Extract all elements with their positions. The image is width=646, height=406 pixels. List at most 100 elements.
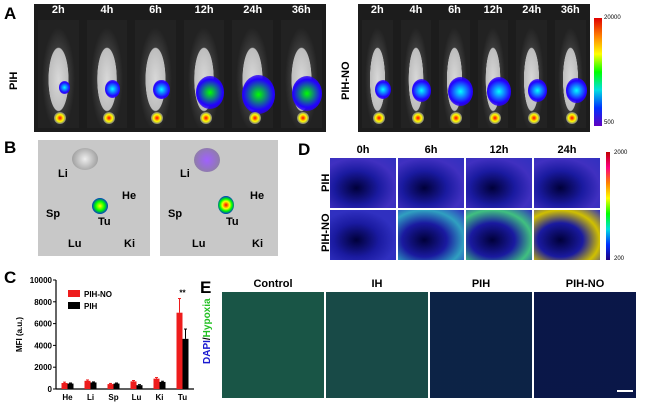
- bar-pih-no-he: [61, 383, 68, 389]
- panel-b-label: B: [4, 138, 17, 157]
- timepoint-label: 24h: [522, 4, 542, 16]
- x-tick-label: Lu: [132, 393, 142, 402]
- panel-e-ylabel: DAPI/Hypoxia: [202, 298, 213, 364]
- bar-pih-sp: [113, 383, 120, 389]
- pih-no-d-label: PIH-NO: [320, 213, 332, 253]
- legend-swatch: [68, 290, 80, 297]
- organ-image-pih-no: Li He Sp Tu Lu Ki: [160, 140, 278, 256]
- x-tick-label: Li: [87, 393, 94, 402]
- fluorescence-image: [398, 210, 464, 260]
- fluorescence-image: [330, 158, 396, 208]
- legend-label: PIH: [84, 302, 98, 311]
- mouse-image: [135, 20, 176, 128]
- d-timepoint-label: 24h: [557, 144, 577, 156]
- timepoint-label: 6h: [149, 4, 162, 16]
- organ-label: Ki: [252, 238, 263, 250]
- dapi-label: DAPI: [202, 340, 213, 364]
- fluorescence-image: [398, 158, 464, 208]
- d-timepoint-label: 0h: [356, 144, 370, 156]
- x-tick-label: Ki: [156, 393, 164, 402]
- significance-annotation: **: [179, 288, 186, 297]
- timepoint-label: 12h: [483, 4, 503, 16]
- fluorescence-image: [466, 210, 532, 260]
- mouse-image: [477, 20, 512, 128]
- mouse-image: [232, 20, 276, 128]
- panel-a-label: A: [4, 4, 17, 23]
- organ-label: Ki: [124, 238, 135, 250]
- hypoxia-stain-image: [430, 292, 532, 398]
- ylabel-separator: /: [202, 337, 213, 341]
- timepoint-label: 4h: [100, 4, 114, 16]
- y-tick-label: 4000: [34, 341, 52, 350]
- legend-swatch: [68, 302, 80, 309]
- pih-d-label: PIH: [320, 173, 332, 192]
- organ-label: Tu: [98, 216, 111, 228]
- mouse-image: [362, 20, 393, 128]
- mouse-image: [183, 20, 225, 128]
- e-column-label: PIH: [471, 278, 491, 290]
- timepoint-label: 2h: [370, 4, 384, 16]
- panel-e-grid: Control IH PIH PIH-NO: [222, 278, 642, 400]
- mouse-image: [400, 20, 432, 128]
- bar-pih-tu: [182, 338, 189, 389]
- y-tick-label: 0: [48, 385, 53, 394]
- d-timepoint-label: 6h: [424, 144, 438, 156]
- fluorescence-image: [466, 158, 532, 208]
- timepoint-label: 6h: [448, 4, 461, 16]
- mouse-image: [516, 20, 548, 128]
- e-column-label: IH: [371, 278, 383, 290]
- colorbar-a-min: 500: [604, 120, 615, 126]
- x-tick-label: He: [62, 393, 73, 402]
- panel-c-label: C: [4, 268, 17, 287]
- organ-label: He: [250, 190, 265, 202]
- hypoxia-stain-image: [222, 292, 324, 398]
- organ-label: Lu: [192, 238, 206, 250]
- legend-label: PIH-NO: [84, 290, 112, 299]
- y-tick-label: 2000: [34, 363, 52, 372]
- y-tick-label: 6000: [34, 320, 52, 329]
- pih-no-mouse-panel: 2h 4h 6h 12h 24h 36h: [358, 4, 590, 132]
- bar-pih-he: [67, 383, 74, 389]
- timepoint-label: 2h: [51, 4, 65, 16]
- bar-pih-no-sp: [107, 384, 114, 389]
- x-tick-label: Sp: [108, 393, 118, 402]
- organ-label: Tu: [226, 216, 239, 228]
- panel-d-colorbar: [606, 152, 610, 260]
- hypoxia-stain-image: [534, 292, 636, 398]
- hypoxia-stain-image: [326, 292, 428, 398]
- y-tick-label: 10000: [30, 276, 53, 285]
- panel-d-label: D: [298, 140, 311, 159]
- pih-row-label: PIH: [8, 71, 20, 90]
- timepoint-label: 4h: [409, 4, 423, 16]
- colorbar-a-max: 20000: [604, 15, 621, 21]
- panel-a-colorbar: [594, 18, 602, 126]
- bar-pih-li: [90, 382, 97, 389]
- bar-pih-no-ki: [153, 378, 160, 389]
- mfi-bar-chart: 0 2000 4000 6000 8000 10000 MFI (a.u.) He Li Sp Lu…: [15, 276, 194, 402]
- bar-pih-lu: [136, 385, 143, 389]
- timepoint-label: 24h: [243, 4, 263, 16]
- colorbar-d-max: 2000: [614, 150, 628, 156]
- bar-pih-no-li: [84, 380, 91, 389]
- organ-label: Sp: [46, 208, 61, 220]
- hypoxia-label: Hypoxia: [202, 298, 213, 338]
- pih-mouse-panel: 2h 4h 6h 12h 24h 36h: [34, 4, 326, 132]
- organ-label: He: [122, 190, 137, 202]
- d-timepoint-label: 12h: [489, 144, 509, 156]
- fluorescence-image: [330, 210, 396, 260]
- x-tick-label: Tu: [178, 393, 187, 402]
- y-axis-label: MFI (a.u.): [15, 317, 24, 352]
- organ-image-pih: Li He Sp Tu Lu Ki: [38, 140, 150, 256]
- e-column-label: Control: [253, 278, 293, 290]
- bar-pih-no-tu: [176, 312, 183, 389]
- panel-d-grid: 0h 6h 12h 24h: [330, 144, 600, 260]
- fluorescence-image: [534, 210, 600, 260]
- bar-pih-ki: [159, 381, 166, 389]
- pih-no-row-label: PIH-NO: [340, 61, 352, 101]
- timepoint-label: 12h: [194, 4, 214, 16]
- bar-pih-no-lu: [130, 381, 137, 389]
- fluorescence-image: [534, 158, 600, 208]
- panel-e-label: E: [200, 278, 212, 297]
- organ-label: Lu: [68, 238, 82, 250]
